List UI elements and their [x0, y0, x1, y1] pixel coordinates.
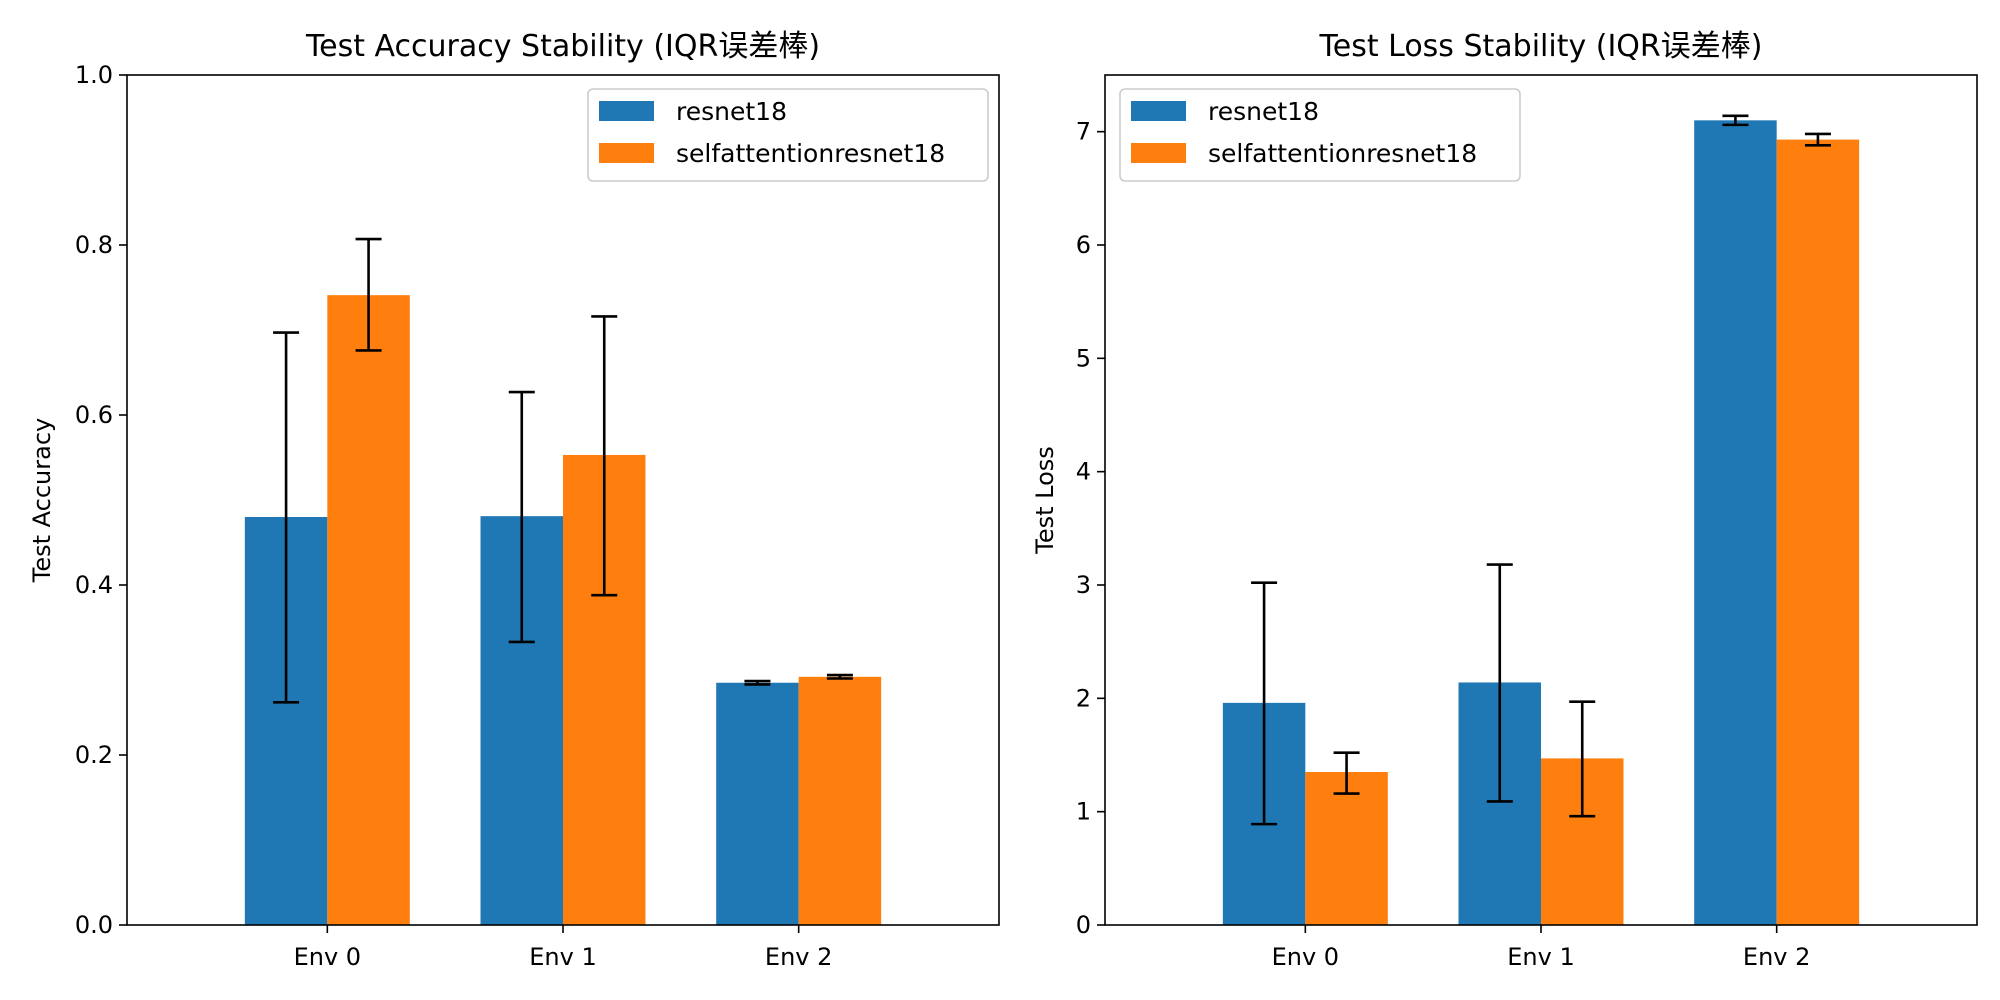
- accuracy-errorbar-selfattentionresnet18-0: [355, 237, 382, 352]
- accuracy-bar-selfattentionresnet18-0: [327, 295, 410, 925]
- loss-ytick-label: 6: [1076, 231, 1091, 259]
- loss-xtick-label: Env 2: [1743, 943, 1810, 971]
- loss-legend-frame: [1119, 88, 1521, 182]
- loss-errorbar-selfattentionresnet18-0: [1333, 751, 1360, 795]
- accuracy-xtick-label: Env 0: [294, 943, 361, 971]
- loss-legend-swatch-resnet18: [1131, 101, 1186, 121]
- accuracy-legend-label-selfattentionresnet18: selfattentionresnet18: [676, 139, 945, 168]
- accuracy-legend-swatch-resnet18: [599, 101, 654, 121]
- accuracy-ytick-label: 0.6: [75, 401, 113, 429]
- accuracy-chart-title: Test Accuracy Stability (IQR误差棒): [305, 29, 820, 64]
- accuracy-errorbar-resnet18-2: [744, 679, 771, 686]
- accuracy-chart: Test Accuracy Stability (IQR误差棒) Test Ac…: [28, 29, 1000, 971]
- accuracy-legend-label-resnet18: resnet18: [676, 97, 787, 126]
- loss-errorbar-resnet18-2: [1722, 114, 1749, 127]
- accuracy-ytick-label: 0.2: [75, 741, 113, 769]
- accuracy-ytick-label: 0.4: [75, 571, 113, 599]
- accuracy-xtick-label: Env 2: [765, 943, 832, 971]
- accuracy-plot-area: 0.0 0.2 0.4 0.6 0.8 1.0 Env 0 Env 1 Env 2 resnet1…: [75, 61, 1000, 971]
- loss-y-axis-label: Test Loss: [1031, 446, 1059, 555]
- loss-chart: Test Loss Stability (IQR误差棒) Test Loss 0…: [1031, 29, 1978, 971]
- loss-ytick-label: 0: [1076, 911, 1091, 939]
- loss-xtick-label: Env 0: [1272, 943, 1339, 971]
- loss-legend-label-selfattentionresnet18: selfattentionresnet18: [1208, 139, 1477, 168]
- loss-xtick-label: Env 1: [1507, 943, 1574, 971]
- accuracy-legend-frame: [587, 88, 989, 182]
- loss-legend-label-resnet18: resnet18: [1208, 97, 1319, 126]
- accuracy-ytick-label: 0.0: [75, 911, 113, 939]
- accuracy-ytick-label: 1.0: [75, 61, 113, 89]
- loss-plot-area: 0 1 2 3 4 5 6 7 Env 0 Env 1 Env 2 resnet18 selfatten…: [1076, 74, 1978, 971]
- loss-errorbar-resnet18-0: [1251, 581, 1278, 826]
- accuracy-bar-selfattentionresnet18-2: [798, 676, 882, 925]
- accuracy-bar-resnet18-2: [716, 682, 799, 925]
- loss-ytick-label: 4: [1076, 458, 1091, 486]
- loss-errorbar-selfattentionresnet18-1: [1569, 700, 1596, 818]
- loss-errorbar-selfattentionresnet18-2: [1804, 132, 1831, 147]
- loss-ytick-label: 3: [1076, 571, 1091, 599]
- accuracy-ytick-label: 0.8: [75, 231, 113, 259]
- loss-legend-swatch-selfattentionresnet18: [1131, 143, 1186, 163]
- loss-legend: resnet18 selfattentionresnet18: [1119, 88, 1521, 182]
- loss-ytick-label: 2: [1076, 684, 1091, 712]
- loss-errorbar-resnet18-1: [1486, 563, 1513, 803]
- loss-chart-title: Test Loss Stability (IQR误差棒): [1319, 29, 1763, 64]
- accuracy-errorbar-resnet18-0: [273, 331, 300, 704]
- accuracy-xtick-label: Env 1: [529, 943, 596, 971]
- loss-bar-selfattentionresnet18-2: [1776, 139, 1860, 926]
- accuracy-errorbar-selfattentionresnet18-2: [826, 673, 853, 680]
- accuracy-legend-swatch-selfattentionresnet18: [599, 143, 654, 163]
- loss-bar-selfattentionresnet18-0: [1305, 772, 1388, 925]
- accuracy-legend: resnet18 selfattentionresnet18: [587, 88, 989, 182]
- accuracy-errorbar-selfattentionresnet18-1: [591, 315, 618, 597]
- loss-ytick-label: 1: [1076, 798, 1091, 826]
- accuracy-errorbar-resnet18-1: [508, 390, 535, 644]
- loss-ytick-label: 7: [1076, 118, 1091, 146]
- loss-ytick-label: 5: [1076, 344, 1091, 372]
- loss-bar-resnet18-2: [1694, 120, 1777, 926]
- accuracy-y-axis-label: Test Accuracy: [28, 418, 56, 583]
